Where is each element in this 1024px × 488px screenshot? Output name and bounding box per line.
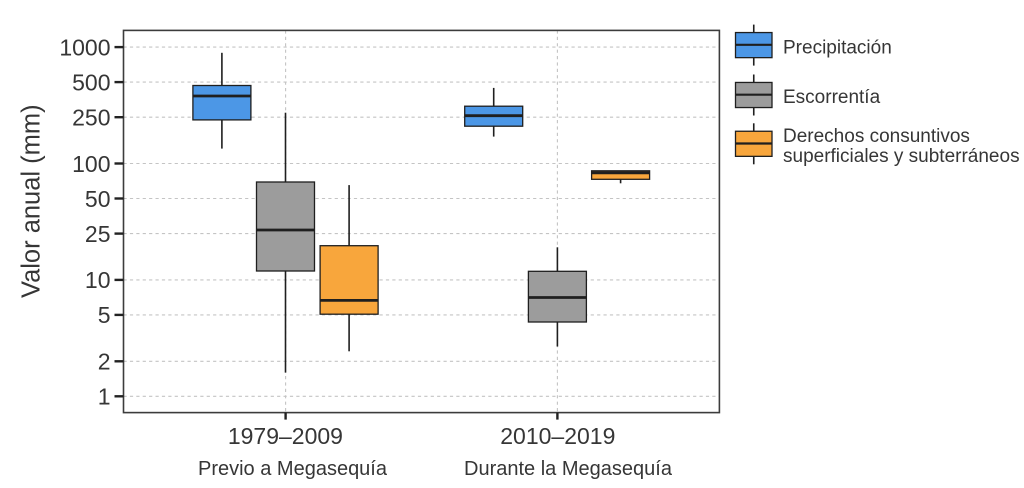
svg-text:Valor anual (mm): Valor anual (mm) — [18, 104, 46, 298]
svg-text:2: 2 — [98, 349, 111, 375]
svg-text:100: 100 — [72, 151, 110, 177]
svg-text:5: 5 — [98, 302, 111, 328]
svg-text:Previo a Megasequía: Previo a Megasequía — [198, 458, 388, 480]
svg-text:50: 50 — [85, 186, 111, 212]
svg-text:25: 25 — [85, 221, 111, 247]
svg-text:Precipitación: Precipitación — [783, 38, 892, 59]
svg-text:250: 250 — [72, 105, 110, 131]
svg-text:superficiales y subterráneos: superficiales y subterráneos — [783, 146, 1020, 167]
svg-text:Derechos consuntivos: Derechos consuntivos — [783, 126, 970, 147]
svg-text:Durante la Megasequía: Durante la Megasequía — [464, 458, 673, 480]
svg-text:10: 10 — [85, 267, 111, 293]
svg-text:1000: 1000 — [59, 34, 110, 60]
svg-text:2010–2019: 2010–2019 — [500, 423, 615, 449]
svg-text:1: 1 — [98, 384, 111, 410]
svg-text:1979–2009: 1979–2009 — [228, 423, 343, 449]
svg-text:500: 500 — [72, 69, 110, 95]
svg-text:Escorrentía: Escorrentía — [783, 87, 881, 108]
